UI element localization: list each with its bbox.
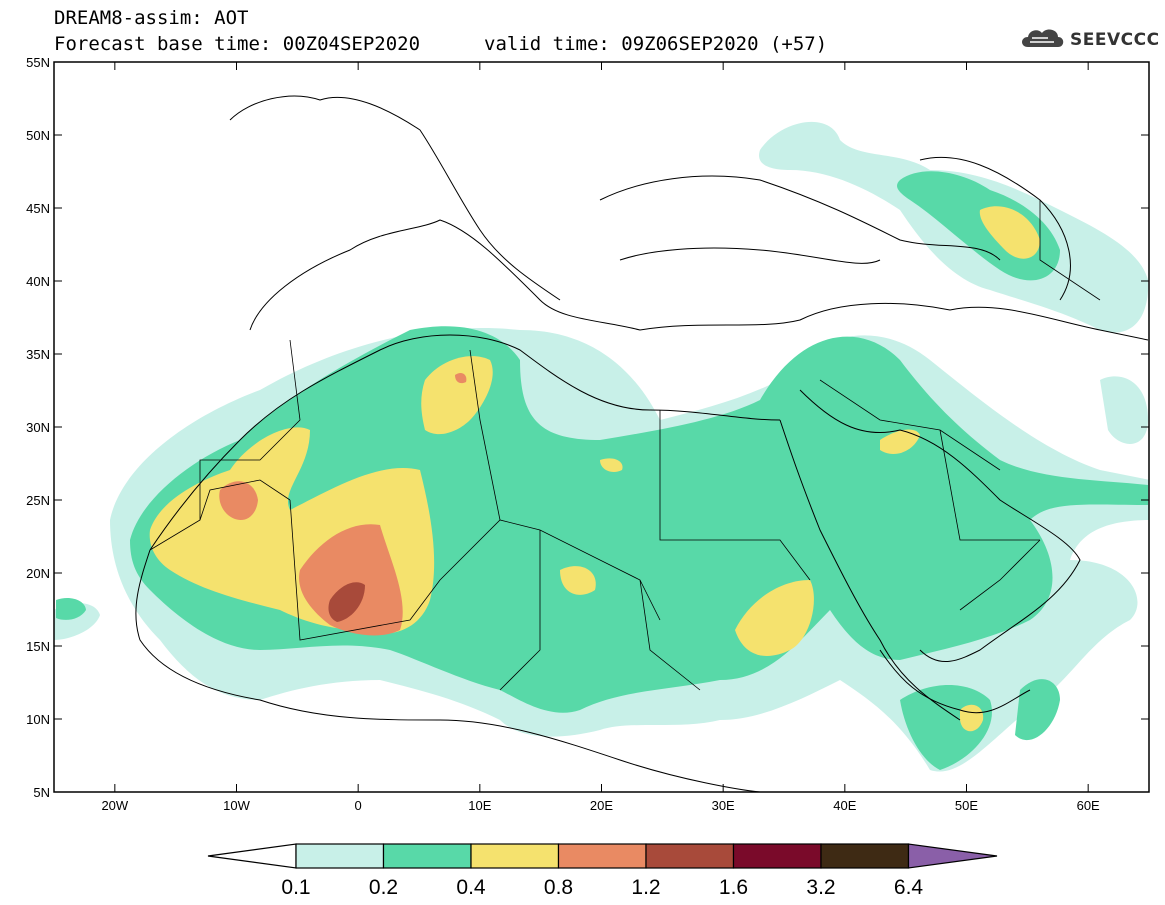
lat-label: 25N	[26, 493, 50, 508]
lat-label: 10N	[26, 712, 50, 727]
lon-label: 0	[355, 798, 362, 813]
borders	[149, 200, 1101, 691]
lat-label: 40N	[26, 274, 50, 289]
colorbar-label: 6.4	[894, 876, 924, 899]
lon-label: 10E	[468, 798, 491, 813]
logo-text: SEEVCCC	[1070, 30, 1160, 50]
forecast-base-time: Forecast base time: 00Z04SEP2020	[54, 33, 421, 55]
lat-label: 55N	[26, 55, 50, 70]
colorbar-box	[820, 843, 910, 869]
colorbar-label: 0.4	[456, 876, 486, 899]
lat-label: 35N	[26, 347, 50, 362]
map-title: DREAM8-assim: AOT	[54, 7, 249, 29]
lon-label: 50E	[955, 798, 978, 813]
lon-label: 20W	[101, 798, 128, 813]
valid-time: valid time: 09Z06SEP2020 (+57)	[484, 33, 828, 55]
lon-label: 30E	[712, 798, 735, 813]
colorbar-label: 0.8	[544, 876, 573, 899]
lat-label: 20N	[26, 566, 50, 581]
axis-ticks	[54, 61, 1149, 793]
cloud-icon	[1018, 25, 1066, 55]
colorbar-label: 3.2	[806, 876, 835, 899]
lon-label: 10W	[223, 798, 250, 813]
aot-level-0-8	[219, 372, 467, 636]
coastlines	[135, 95, 1149, 792]
colorbar-box	[557, 843, 647, 869]
colorbar-label: 1.6	[719, 876, 748, 899]
colorbar-box	[732, 843, 822, 869]
colorbar-box	[470, 843, 560, 869]
colorbar-box	[645, 843, 735, 869]
colorbar-label: 0.1	[281, 876, 310, 899]
lat-label: 45N	[26, 201, 50, 216]
lon-label: 60E	[1077, 798, 1100, 813]
colorbar-under-triangle	[207, 843, 297, 869]
lat-label: 15N	[26, 639, 50, 654]
lon-label: 20E	[590, 798, 613, 813]
colorbar-label: 0.2	[369, 876, 398, 899]
seevccc-logo: SEEVCCC	[1018, 25, 1160, 55]
aot-field	[54, 121, 1149, 772]
lat-label: 30N	[26, 420, 50, 435]
aot-level-1-2	[328, 582, 365, 622]
lat-label: 5N	[33, 785, 50, 800]
colorbar-box	[382, 843, 472, 869]
lat-label: 50N	[26, 128, 50, 143]
colorbar-over-triangle	[907, 843, 998, 869]
axis-labels: 55N 50N 45N 40N 35N 30N 25N 20N 15N 10N 5N 20W 10W 0 1…	[26, 55, 1100, 813]
colorbar: 0.1 0.2 0.4 0.8 1.2 1.6 3.2 6.4	[207, 843, 998, 899]
lon-label: 40E	[833, 798, 856, 813]
colorbar-label: 1.2	[631, 876, 660, 899]
colorbar-box	[295, 843, 385, 869]
